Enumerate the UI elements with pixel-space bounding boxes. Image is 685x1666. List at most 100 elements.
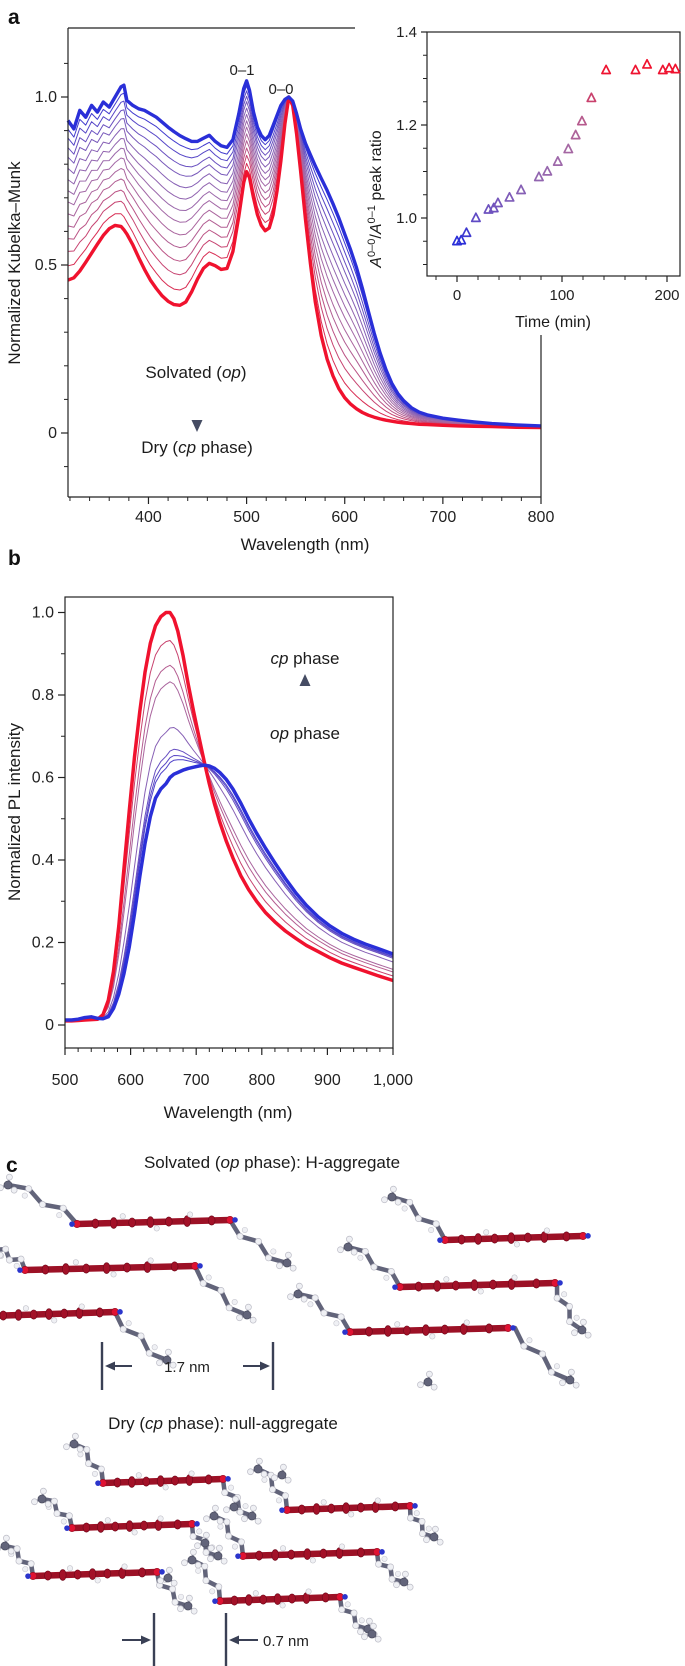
tick-label: 1.0 [396, 210, 417, 227]
data-point-triangle [630, 64, 641, 75]
tick-label: 500 [52, 1072, 79, 1089]
pl-curves [65, 610, 394, 1023]
tick-label: 0 [45, 1017, 54, 1034]
spectrum-curve [67, 90, 542, 427]
spectrum-curve [67, 96, 542, 428]
tick-label: 200 [654, 287, 679, 304]
absorption-axes: 400 500 600 700 800 0 0.5 1.0 [35, 27, 555, 526]
alkyl-cluster [0, 1173, 18, 1194]
annotation-arrows [191, 390, 311, 712]
tick-label: 0.5 [35, 257, 57, 274]
alkyl-cluster [177, 1594, 198, 1615]
spectrum-curve [67, 96, 542, 428]
panel-b-label: b [8, 547, 21, 570]
tick-label: 700 [430, 509, 457, 526]
tick-label: 500 [233, 509, 260, 526]
alkyl-cluster [381, 1185, 402, 1206]
data-point-triangle [601, 64, 612, 75]
data-point-triangle [657, 64, 668, 75]
alkyl-cluster [393, 1570, 414, 1591]
annotation-cp-phase: cp phase [270, 649, 339, 668]
alkyl-cluster [287, 1282, 308, 1303]
tick-label: 400 [135, 509, 162, 526]
spectrum-curve [67, 96, 542, 427]
tick-label: 600 [117, 1072, 144, 1089]
annotation-solvated-op: Solvated (op) [145, 363, 246, 382]
alkyl-cluster [0, 1534, 15, 1555]
alkyl-cluster [241, 1504, 262, 1525]
panel-c-title-cp: Dry (cp phase): null-aggregate [108, 1414, 338, 1433]
spectrum-curve [66, 79, 542, 428]
tick-label: 800 [248, 1072, 275, 1089]
data-point-triangle [570, 129, 581, 140]
spectrum-curve [67, 96, 542, 428]
data-point-triangle [586, 92, 597, 103]
tick-label: 0 [453, 287, 461, 304]
panel-b-y-axis-label: Normalized PL intensity [5, 723, 24, 901]
right-arrow-icon [260, 1361, 270, 1371]
panel-a-x-axis-label: Wavelength (nm) [241, 535, 370, 554]
data-point-triangle [670, 63, 681, 74]
panel-a-label: a [8, 6, 20, 29]
distance-label-1-7nm: 1.7 nm [164, 1359, 210, 1376]
data-point-triangle [516, 184, 527, 195]
data-point-triangle [488, 202, 499, 213]
tick-label: 1.0 [35, 89, 57, 106]
panel-b-x-axis-label: Wavelength (nm) [164, 1103, 293, 1122]
distance-label-0-7nm: 0.7 nm [263, 1633, 309, 1650]
alkyl-cluster [63, 1432, 84, 1453]
alkyl-cluster [223, 1495, 244, 1516]
panel-a-y-axis-label: Normalized Kubelka–Munk [5, 161, 24, 365]
alkyl-cluster [361, 1622, 382, 1643]
tick-label: 1.4 [396, 24, 417, 41]
tick-label: 1.0 [32, 605, 54, 622]
data-point-triangle [456, 234, 467, 245]
distance-marker [122, 1613, 258, 1666]
peak-label-0-0: 0–0 [268, 81, 293, 98]
spectrum-curve [65, 763, 394, 1022]
alkyl-cluster [276, 1251, 297, 1272]
alkyl-cluster [559, 1368, 580, 1389]
panel-c-label: c [6, 1154, 18, 1177]
alkyl-cluster [236, 1303, 257, 1324]
alkyl-cluster [181, 1548, 202, 1569]
alkyl-cluster [156, 1348, 177, 1369]
data-point-triangle [552, 156, 563, 166]
right-arrow-icon [141, 1635, 151, 1645]
panel-c-title-op: Solvated (op phase): H-aggregate [144, 1153, 400, 1172]
data-point-triangle [461, 227, 472, 238]
tick-label: 800 [528, 509, 555, 526]
tick-label: 0.4 [32, 852, 54, 869]
distance-marker [100, 1342, 275, 1390]
tick-label: 600 [331, 509, 358, 526]
tick-label: 0.6 [32, 770, 54, 787]
data-point-triangle [470, 212, 481, 223]
data-point-triangle [504, 191, 515, 202]
spectrum-curve [67, 96, 542, 428]
spectrum-curve [67, 95, 542, 430]
alkyl-cluster [337, 1235, 358, 1256]
absorption-curves [66, 79, 542, 430]
data-point-triangle [542, 165, 553, 176]
peak-ratio-inset-plot: 0 100 200 1.0 1.2 1.4 [396, 10, 685, 332]
molecular-packing-illustrations [0, 1173, 592, 1666]
spectrum-curve [67, 96, 542, 428]
tick-label: 0.8 [32, 687, 54, 704]
left-arrow-icon [105, 1361, 115, 1371]
inset-x-axis-label: Time (min) [515, 314, 591, 331]
annotation-dry-cp: Dry (cp phase) [141, 438, 253, 457]
tick-label: 900 [314, 1072, 341, 1089]
spectrum-curve [65, 748, 394, 1021]
tick-label: 100 [549, 287, 574, 304]
annotation-op-phase: op phase [270, 724, 340, 743]
left-arrow-icon [229, 1635, 239, 1645]
inset-y-axis-label: A0–0/A0–1 peak ratio [366, 130, 385, 268]
spectrum-curve [65, 681, 394, 1021]
spectrum-curve [67, 96, 542, 427]
spectrum-curve [67, 96, 542, 428]
alkyl-cluster [207, 1544, 228, 1565]
alkyl-cluster [31, 1487, 52, 1508]
alkyl-cluster [194, 1531, 215, 1552]
